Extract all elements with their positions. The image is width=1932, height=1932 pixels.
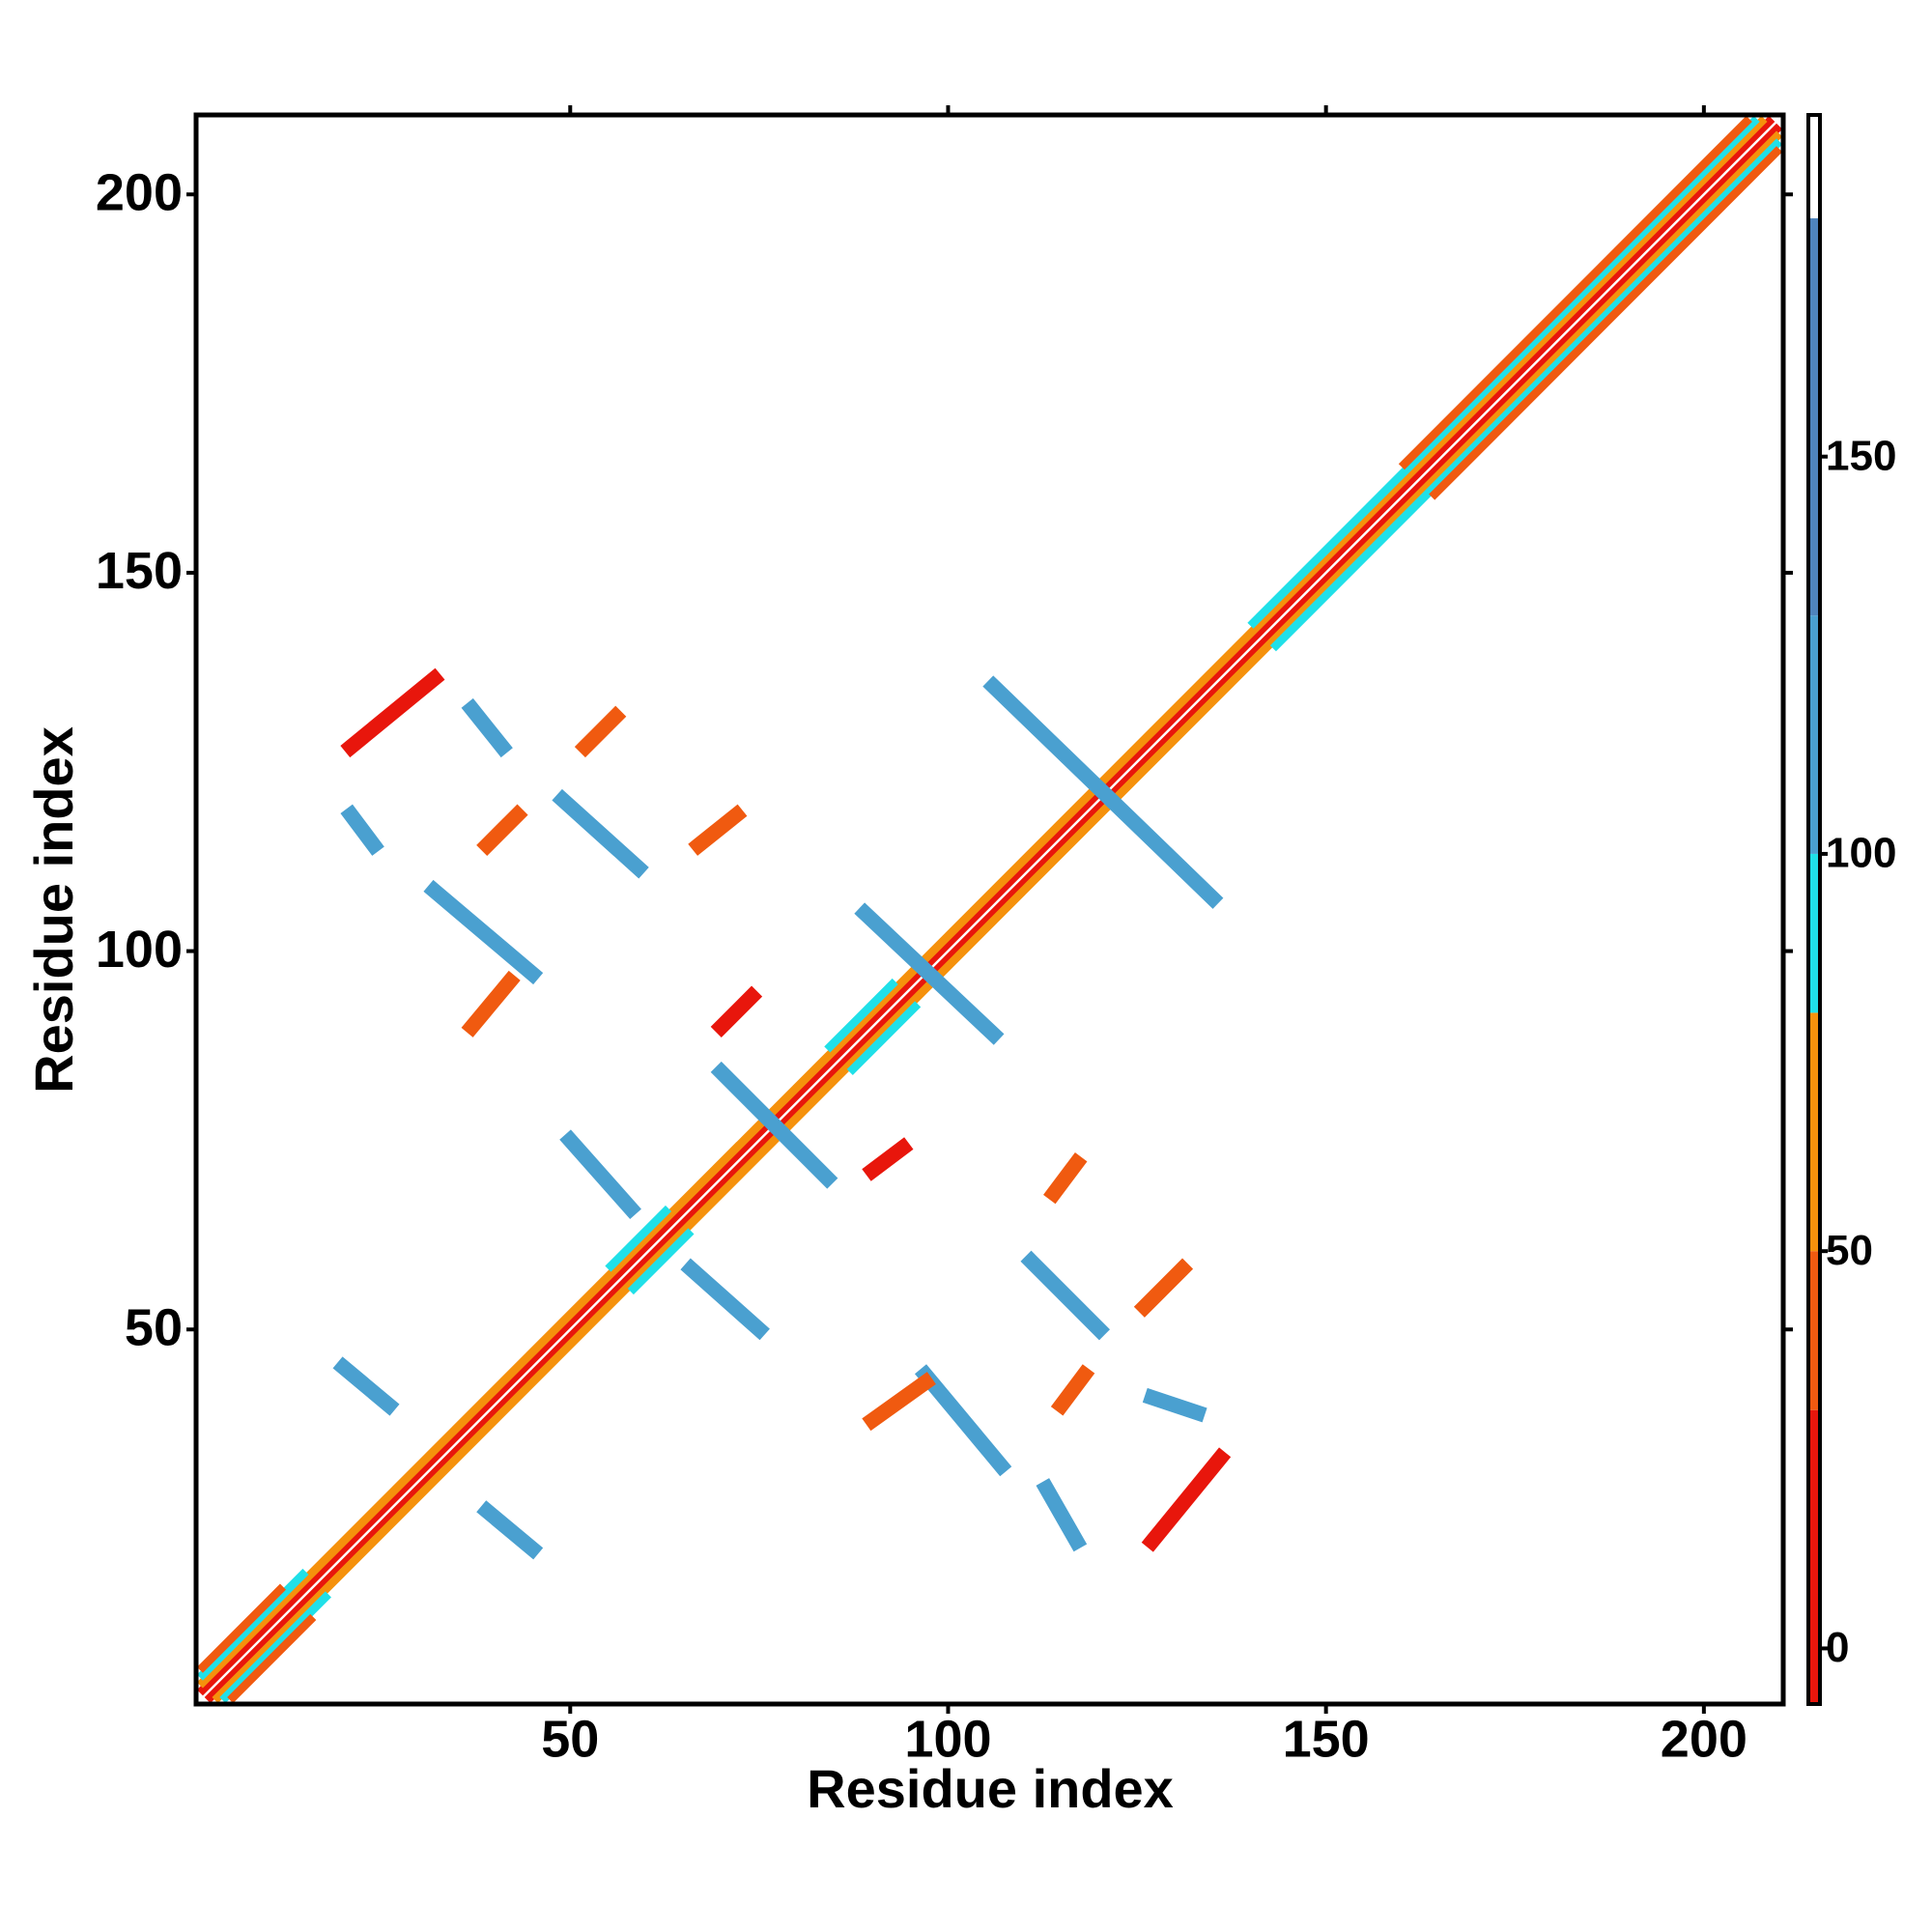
diagonal-band — [846, 1001, 922, 1075]
contact-streak — [476, 1500, 544, 1560]
diagonal-band — [196, 1583, 287, 1673]
y-axis-title: Residue index — [23, 726, 84, 1094]
contact-streak — [1142, 1387, 1208, 1423]
colorbar-tick-label: 100 — [1826, 830, 1896, 877]
diagonal-band — [196, 115, 1776, 1696]
colorbar-segment — [1808, 217, 1820, 616]
contact-streak — [476, 804, 528, 856]
contact-streak — [710, 985, 763, 1037]
y-tick-label: 150 — [96, 542, 183, 600]
contact-streak — [1133, 1258, 1194, 1318]
contact-streak — [1020, 1250, 1111, 1341]
contact-streak — [423, 879, 544, 985]
diagonal-band — [1269, 138, 1783, 652]
plot-frame — [193, 112, 1786, 1707]
contact-streak — [461, 970, 521, 1037]
diagonal-band — [605, 1205, 672, 1272]
y-tick-label: 100 — [96, 921, 183, 979]
contact-streak — [574, 705, 627, 758]
contact-streak — [680, 1258, 770, 1341]
diagonal-band — [1398, 115, 1752, 470]
contact-streak — [1036, 1478, 1088, 1552]
colorbar-tick-label: 50 — [1826, 1227, 1873, 1274]
contact-streak — [982, 675, 1224, 909]
contact-streak — [1050, 1364, 1095, 1416]
diagonal-band — [227, 1613, 317, 1704]
x-axis-title: Residue index — [807, 1758, 1174, 1819]
colorbar-segment — [1808, 615, 1820, 854]
y-tick-label: 50 — [125, 1299, 183, 1357]
y-tick-label: 200 — [96, 164, 183, 222]
diagonal-band — [824, 978, 898, 1053]
contact-streak — [854, 902, 1005, 1045]
colorbar-tick-label: 150 — [1826, 432, 1896, 479]
x-tick-label: 200 — [1661, 1710, 1747, 1768]
colorbar-frame — [1806, 113, 1822, 1706]
contact-streak — [559, 1129, 641, 1219]
contact-streak — [710, 1061, 838, 1189]
contact-streak — [552, 788, 649, 879]
diagonal-band — [204, 123, 1783, 1704]
x-tick-label: 100 — [904, 1710, 991, 1768]
diagonal-band — [1429, 146, 1783, 500]
diagonal-band — [1247, 115, 1760, 629]
contact-streak — [862, 1372, 936, 1432]
colorbar-segment — [1808, 1012, 1820, 1252]
contact-streak — [862, 1137, 914, 1181]
colorbar-tick-label: 0 — [1826, 1624, 1849, 1671]
contact-streak — [340, 668, 445, 758]
contact-streak — [688, 804, 748, 856]
diagonal-band — [196, 1568, 309, 1681]
x-tick-label: 150 — [1283, 1710, 1370, 1768]
contact-streak — [914, 1364, 1012, 1477]
contact-streak — [461, 697, 513, 758]
colorbar-segment — [1808, 115, 1820, 218]
colorbar-segment — [1808, 1251, 1820, 1410]
colorbar-segment — [1808, 853, 1820, 1013]
x-tick-label: 50 — [541, 1710, 599, 1768]
contact-streak — [340, 804, 384, 856]
contact-streak — [332, 1356, 400, 1416]
colorbar-segment — [1808, 1409, 1820, 1704]
contact-streak — [1043, 1151, 1088, 1205]
plot-area — [196, 115, 1783, 1704]
diagonal-band — [627, 1228, 695, 1295]
diagonal-band — [196, 115, 1768, 1689]
diagonal-band — [219, 1591, 331, 1704]
contact-streak — [1141, 1447, 1232, 1552]
diagonal-band — [212, 130, 1783, 1704]
